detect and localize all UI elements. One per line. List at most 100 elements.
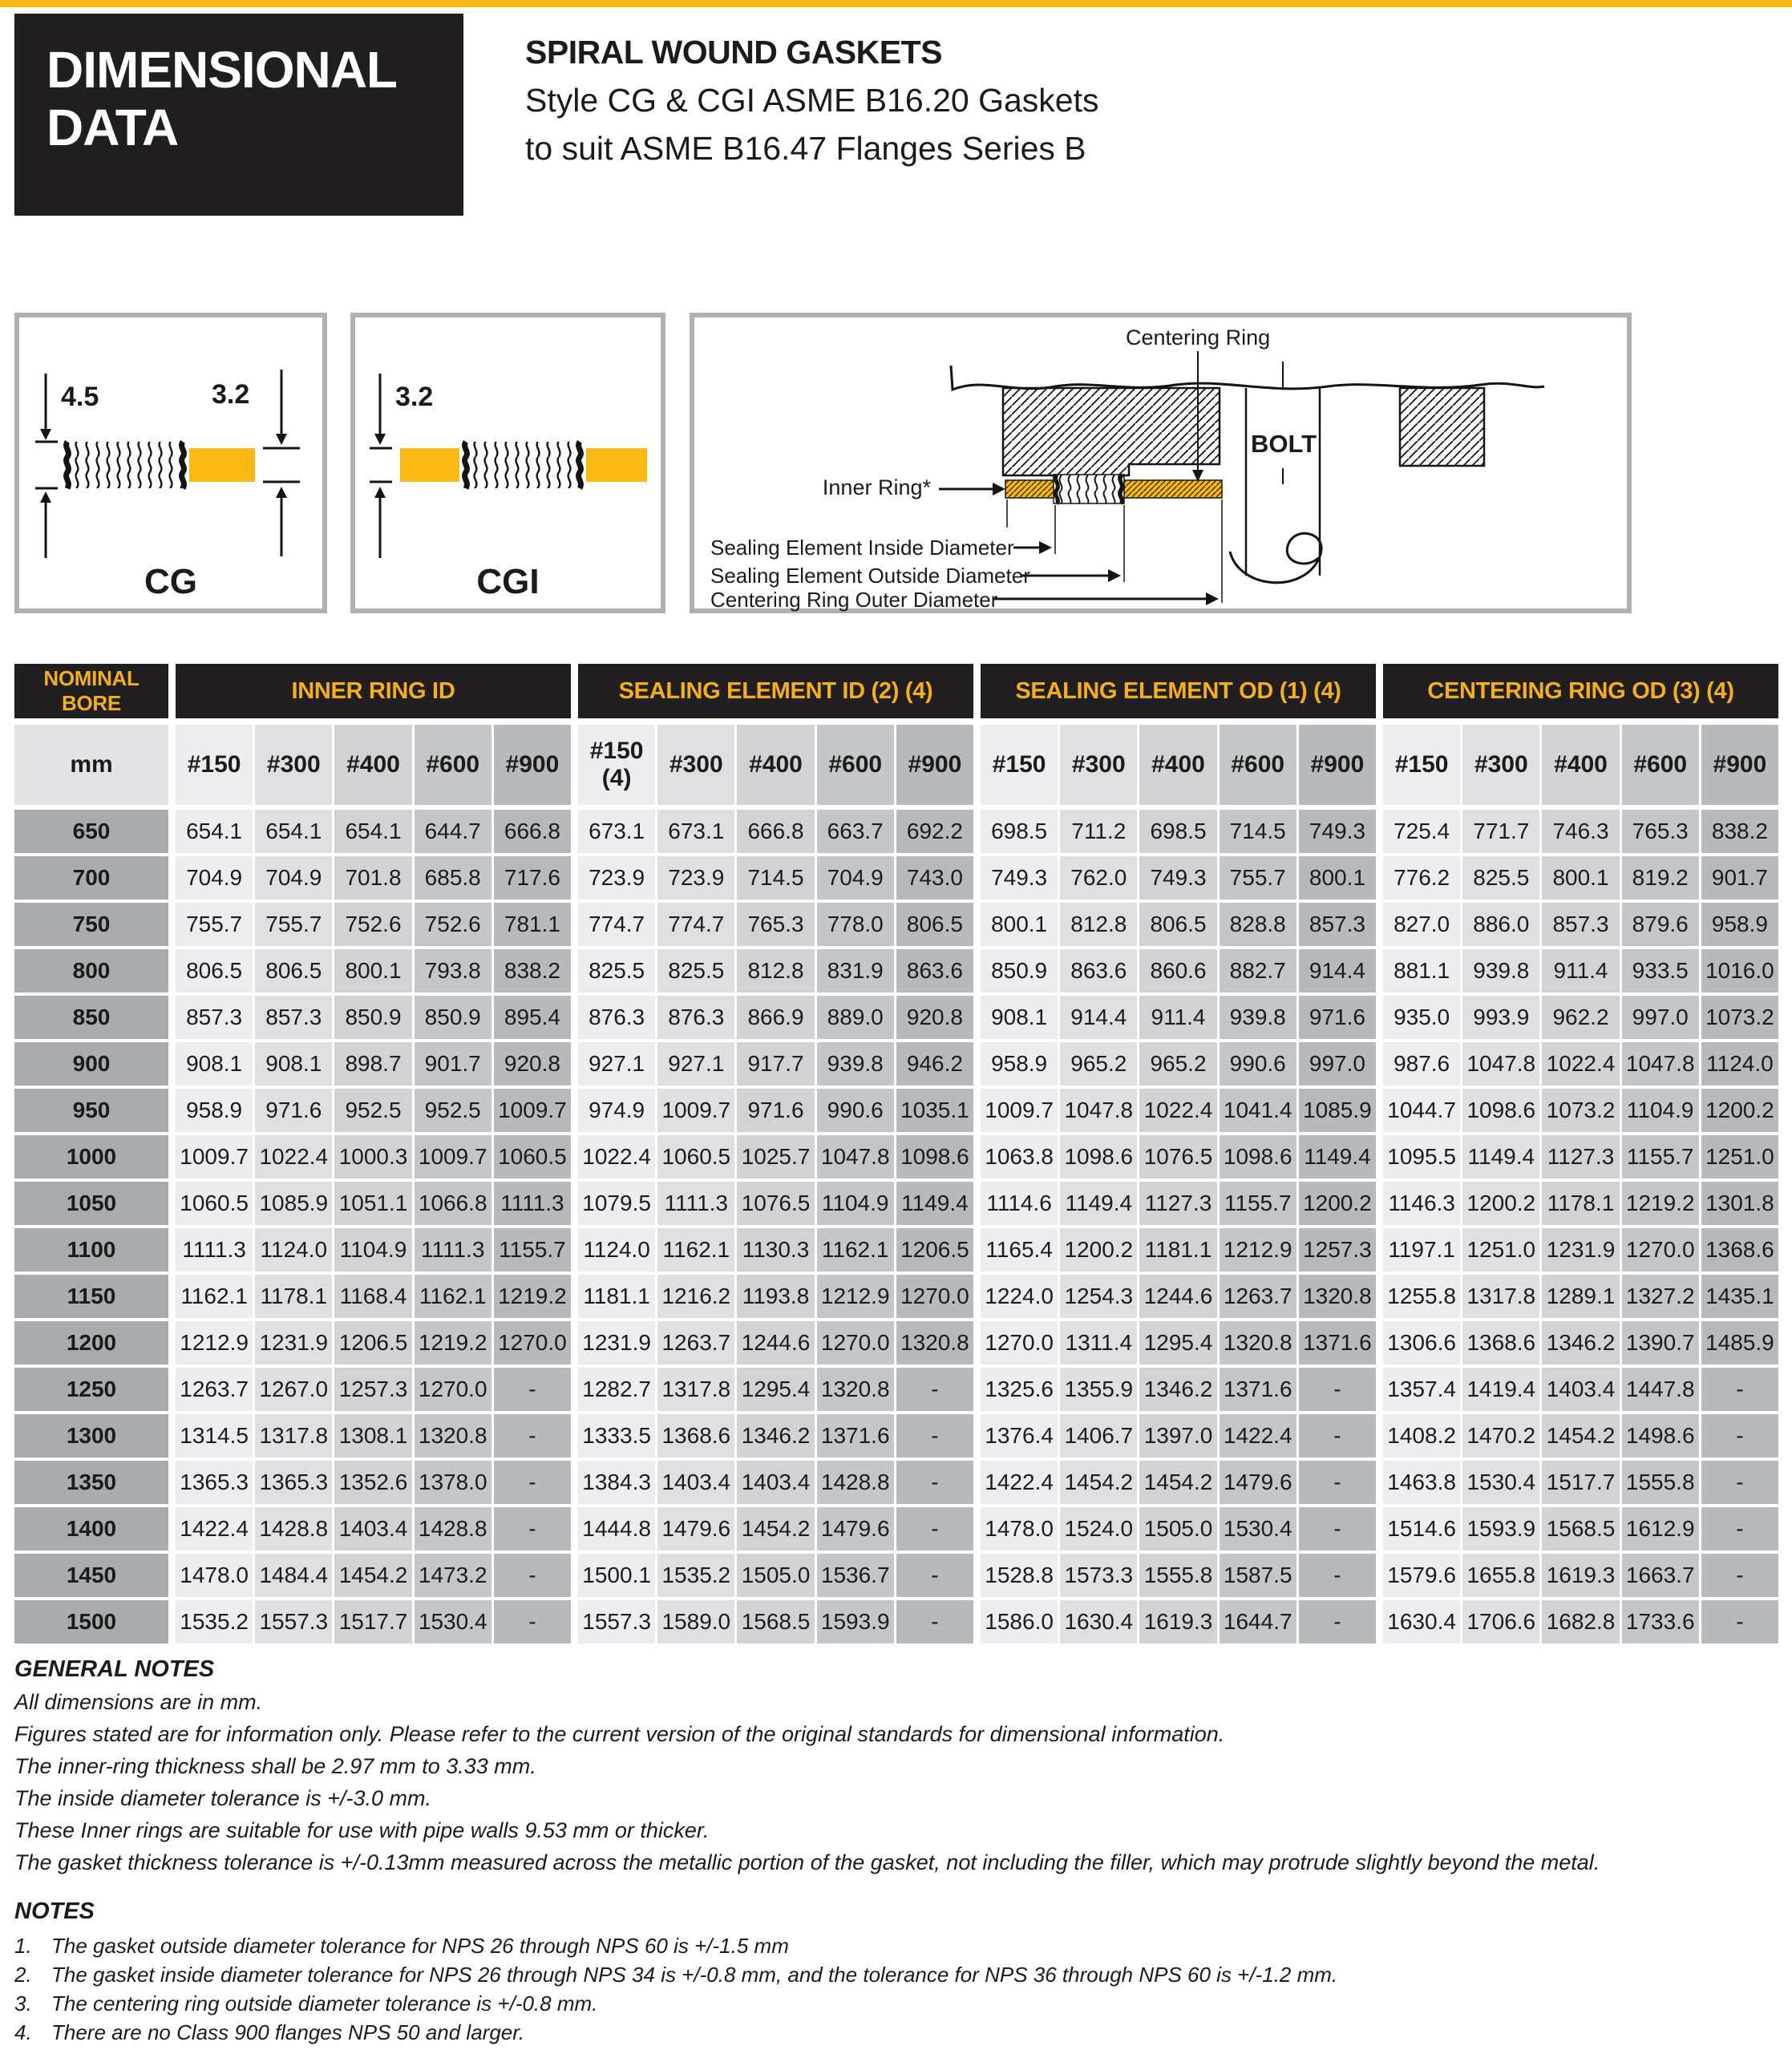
data-cell: 911.4: [1139, 996, 1217, 1039]
class-header-cell: #400: [1542, 725, 1620, 805]
data-cell: 800.1: [1298, 856, 1377, 900]
note-item: 1. The gasket outside diameter tolerance …: [14, 1934, 1337, 1963]
data-cell: 1219.2: [1621, 1182, 1699, 1225]
data-cell: 1498.6: [1621, 1414, 1699, 1458]
row-bore-cell: 1200: [14, 1321, 168, 1365]
note-number: 3.: [14, 1991, 32, 2016]
data-cell: 1244.6: [737, 1321, 815, 1365]
data-cell: 1104.9: [1621, 1089, 1699, 1132]
class-header-cell: #600: [816, 725, 894, 805]
data-cell: 1435.1: [1701, 1275, 1779, 1318]
general-note-line: All dimensions are in mm.: [14, 1690, 263, 1714]
data-cell: 1454.2: [1139, 1461, 1217, 1504]
data-cell: 1022.4: [1542, 1042, 1620, 1086]
data-cell: 1076.5: [737, 1182, 815, 1225]
data-cell: 1162.1: [816, 1228, 894, 1272]
data-cell: 1301.8: [1701, 1182, 1779, 1225]
data-cell: 1485.9: [1701, 1321, 1779, 1365]
data-cell: 774.7: [578, 903, 656, 946]
data-cell: 908.1: [176, 1042, 253, 1086]
data-cell: 698.5: [1139, 810, 1217, 853]
data-cell: 1149.4: [1298, 1135, 1377, 1179]
data-cell: 1357.4: [1383, 1368, 1461, 1411]
bolt-label: BOLT: [1251, 430, 1317, 458]
data-cell: 1231.9: [1542, 1228, 1620, 1272]
table-row: 1400 1422.4 1428.8 1403.4 1428.8-1444.8 1479.…: [14, 1507, 1779, 1551]
row-bore-cell: 1150: [14, 1275, 168, 1318]
data-cell: 1162.1: [414, 1275, 491, 1318]
data-cell: 1267.0: [255, 1368, 333, 1411]
data-cell: 1066.8: [414, 1182, 491, 1225]
data-cell: 1060.5: [657, 1135, 735, 1179]
data-cell: 825.5: [578, 949, 656, 993]
data-cell: 1500.1: [578, 1554, 656, 1597]
data-cell: 1063.8: [981, 1135, 1058, 1179]
table-group-header-row: NOMINAL BORE INNER RING ID SEALING ELEMENT…: [14, 664, 1778, 718]
data-cell: 1219.2: [493, 1275, 572, 1318]
class-header-cell: #900: [493, 725, 572, 805]
data-cell: 1470.2: [1462, 1414, 1540, 1458]
data-cell: 717.6: [493, 856, 572, 900]
notes-list: 1. The gasket outside diameter tolerance …: [14, 1934, 1337, 2049]
class-header-cell: #600: [1219, 725, 1296, 805]
note-item: 2. The gasket inside diameter tolerance f…: [14, 1963, 1337, 1991]
data-cell: 1317.8: [255, 1414, 333, 1458]
data-cell: 1619.3: [1542, 1554, 1620, 1597]
data-cell: 723.9: [657, 856, 735, 900]
row-bore-cell: 1100: [14, 1228, 168, 1272]
data-cell: 1162.1: [657, 1228, 735, 1272]
data-cell: 1479.6: [816, 1507, 894, 1551]
group-header: SEALING ELEMENT ID (2) (4): [578, 664, 973, 718]
data-cell: 971.6: [1298, 996, 1377, 1039]
class-header-cell: #900: [896, 725, 974, 805]
note-text: There are no Class 900 flanges NPS 50 an…: [51, 2020, 525, 2044]
table-row: 1500 1535.2 1557.3 1517.7 1530.4-1557.3 1589.…: [14, 1600, 1779, 1644]
cg-ring-thickness-dim: 3.2: [212, 379, 250, 410]
data-cell: -: [493, 1414, 572, 1458]
data-cell: 1311.4: [1060, 1321, 1138, 1365]
data-cell: 1146.3: [1383, 1182, 1461, 1225]
cg-thickness-dim: 4.5: [61, 382, 99, 412]
data-cell: 800.1: [334, 949, 412, 993]
data-cell: 654.1: [334, 810, 412, 853]
data-cell: -: [1701, 1554, 1779, 1597]
data-cell: 1403.4: [737, 1461, 815, 1504]
data-cell: 1517.7: [1542, 1461, 1620, 1504]
data-cell: 958.9: [981, 1042, 1058, 1086]
data-cell: 831.9: [816, 949, 894, 993]
data-cell: 1270.0: [816, 1321, 894, 1365]
data-cell: 917.7: [737, 1042, 815, 1086]
data-cell: 1479.6: [1219, 1461, 1296, 1504]
data-cell: 1371.6: [1298, 1321, 1377, 1365]
data-cell: -: [493, 1368, 572, 1411]
data-cell: 1270.0: [1621, 1228, 1699, 1272]
data-cell: 755.7: [255, 903, 333, 946]
row-bore-cell: 1300: [14, 1414, 168, 1458]
data-cell: 1371.6: [1219, 1368, 1296, 1411]
data-cell: 701.8: [334, 856, 412, 900]
data-cell: 1016.0: [1701, 949, 1779, 993]
data-cell: 1557.3: [578, 1600, 656, 1644]
data-cell: 1073.2: [1701, 996, 1779, 1039]
table-row: 1300 1314.5 1317.8 1308.1 1320.8-1333.5 1368.…: [14, 1414, 1779, 1458]
flange-cross-section-diagram: Centering Ring BOLT Inner Ring* Sealing …: [690, 313, 1632, 613]
data-cell: 1009.7: [176, 1135, 253, 1179]
data-cell: 1365.3: [255, 1461, 333, 1504]
data-cell: 860.6: [1139, 949, 1217, 993]
note-item: 3. The centering ring outside diameter to…: [14, 1991, 1337, 2020]
note-number: 1.: [14, 1934, 32, 1958]
data-cell: 952.5: [334, 1089, 412, 1132]
data-cell: 1422.4: [176, 1507, 253, 1551]
data-cell: 958.9: [1701, 903, 1779, 946]
row-bore-cell: 950: [14, 1089, 168, 1132]
data-cell: 781.1: [493, 903, 572, 946]
data-cell: 666.8: [737, 810, 815, 853]
data-cell: 793.8: [414, 949, 491, 993]
data-cell: 927.1: [578, 1042, 656, 1086]
document-subtitle-1: Style CG & CGI ASME B16.20 Gaskets: [525, 82, 1099, 119]
data-cell: 644.7: [414, 810, 491, 853]
data-cell: 755.7: [176, 903, 253, 946]
data-cell: 1022.4: [578, 1135, 656, 1179]
data-cell: 939.8: [816, 1042, 894, 1086]
